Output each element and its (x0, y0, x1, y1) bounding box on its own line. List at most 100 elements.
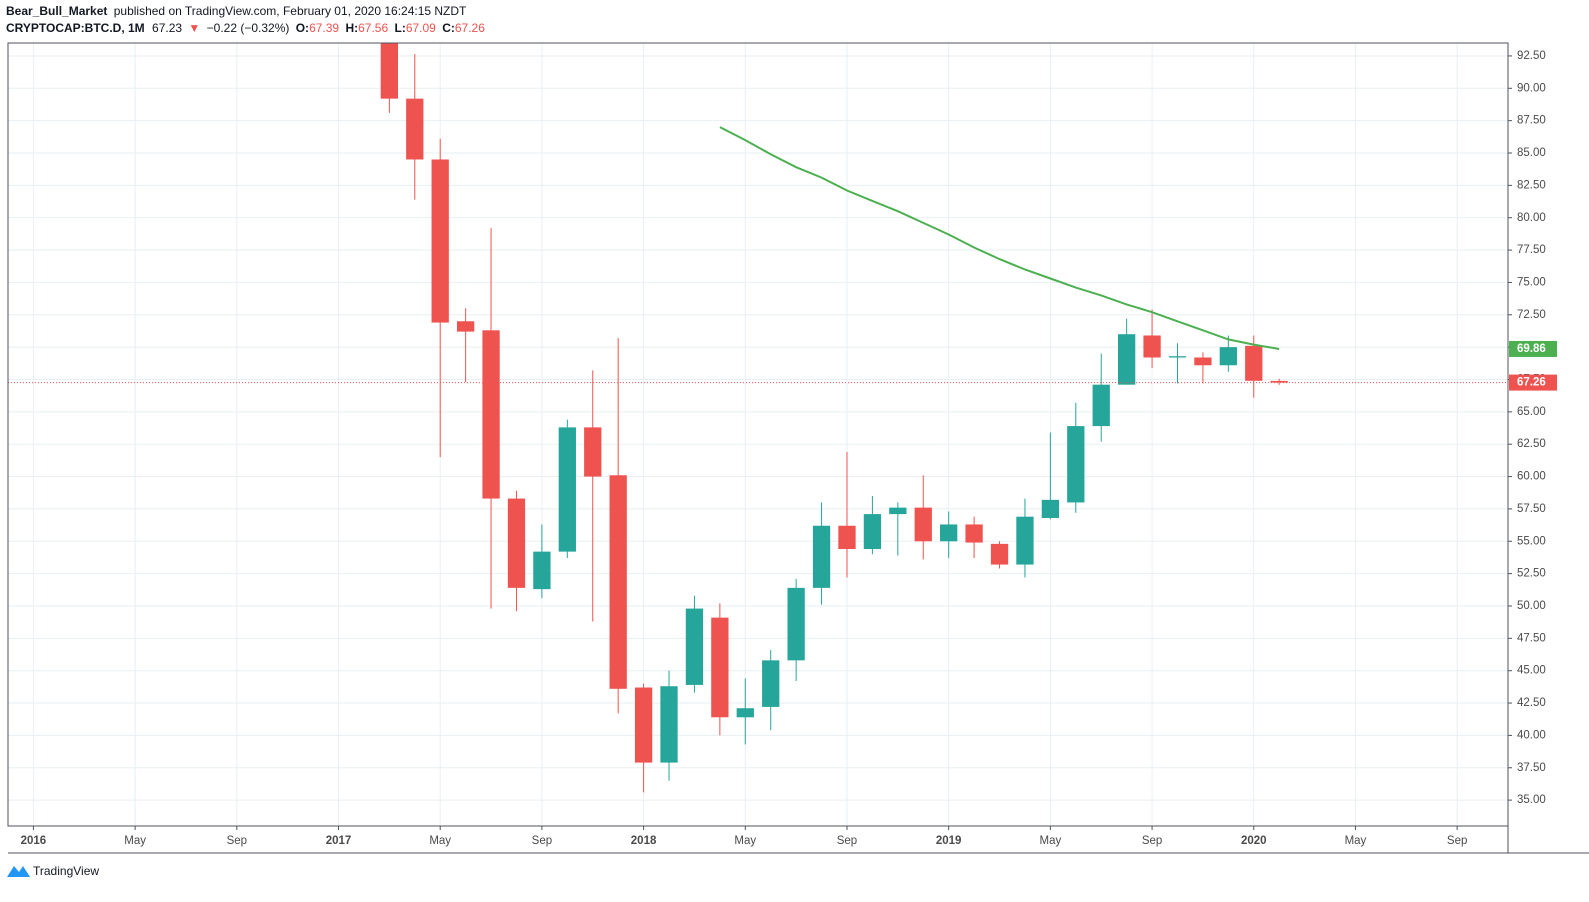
y-tick-label: 77.50 (1517, 244, 1546, 256)
plot (8, 43, 1508, 793)
symbol: CRYPTOCAP:BTC.D, 1M (6, 21, 145, 35)
brand-name: TradingView (33, 864, 99, 878)
x-tick-label: May (1345, 835, 1367, 847)
candle-body (940, 524, 958, 542)
y-tick-label: 87.50 (1517, 115, 1546, 127)
y-tick-label: 75.00 (1517, 276, 1546, 288)
candle-body (1245, 345, 1263, 381)
down-arrow: ▼ (188, 21, 200, 35)
x-tick-label: 2017 (326, 835, 352, 847)
last-price-tag (1509, 374, 1557, 391)
published: published on TradingView.com, February 0… (114, 4, 467, 18)
candle-body (889, 507, 907, 515)
x-tick-label: May (1040, 835, 1062, 847)
high-label: H: (345, 21, 358, 35)
y-tick-label: 62.50 (1517, 438, 1546, 450)
candle-body (609, 475, 627, 689)
candle-body (634, 687, 653, 763)
y-tick-label: 42.50 (1517, 697, 1546, 709)
close-value: 67.26 (455, 21, 485, 35)
close-label: C: (442, 21, 455, 35)
y-tick-label: 40.00 (1517, 729, 1546, 741)
candle-body (914, 507, 932, 542)
trend-line (719, 126, 1280, 350)
y-tick-label: 50.00 (1517, 600, 1546, 612)
low-value: 67.09 (406, 21, 436, 35)
x-tick-label: May (124, 835, 146, 847)
open-value: 67.39 (309, 21, 339, 35)
last-value: 67.23 (152, 21, 182, 35)
x-tick-label: 2016 (21, 835, 47, 847)
candle-body (406, 98, 424, 160)
y-tick-label: 52.50 (1517, 568, 1546, 580)
x-tick-label: Sep (837, 835, 857, 847)
x-tick-label: Sep (1447, 835, 1467, 847)
candle-body (1143, 335, 1161, 358)
y-tick-label: 57.50 (1517, 503, 1546, 515)
candle-body (456, 321, 475, 332)
candle-body (380, 43, 398, 99)
candle-body (507, 498, 526, 588)
candle-body (711, 617, 729, 718)
candle-body (762, 660, 780, 707)
y-tick-label: 82.50 (1517, 179, 1546, 191)
candle-body (1168, 356, 1187, 358)
header-line-2: CRYPTOCAP:BTC.D, 1M 67.23 ▼ −0.22 (−0.32… (6, 21, 485, 35)
y-tick-label: 72.50 (1517, 309, 1546, 321)
candle-body (1016, 516, 1034, 565)
axes: 35.00 37.50 40.00 42.50 45.00 47.50 50.00 52.50… (21, 50, 1557, 847)
candle-body (660, 686, 678, 763)
x-tick-label: Sep (532, 835, 552, 847)
candle-body (736, 708, 754, 718)
candle-body (685, 608, 704, 685)
x-tick-label: 2020 (1241, 835, 1267, 847)
candle-body (533, 551, 551, 590)
candle-body (863, 514, 882, 550)
candle-body (812, 525, 831, 588)
y-tick-label: 92.50 (1517, 50, 1546, 62)
candle-body (1270, 380, 1288, 383)
y-tick-label: 55.00 (1517, 535, 1546, 547)
line-value-tag (1509, 340, 1557, 357)
line-value-label: 69.86 (1517, 343, 1546, 355)
candle-body (482, 330, 500, 499)
y-tick-label: 47.50 (1517, 632, 1546, 644)
candle-body (1067, 426, 1085, 503)
y-tick-label: 65.00 (1517, 406, 1546, 418)
y-tick-label: 80.00 (1517, 212, 1546, 224)
candle-body (558, 427, 576, 552)
candle-body (838, 525, 856, 550)
candle-body (1041, 499, 1060, 518)
y-tick-label: 37.50 (1517, 762, 1546, 774)
candle-body (787, 587, 805, 661)
last-price-label: 67.26 (1517, 377, 1546, 389)
x-tick-label: May (734, 835, 756, 847)
y-tick-label: 60.00 (1517, 471, 1546, 483)
plot-border (7, 42, 1509, 827)
high-value: 67.56 (358, 21, 388, 35)
header-line-1: Bear_Bull_Market published on TradingVie… (6, 4, 467, 18)
logo-icon (7, 866, 30, 877)
x-tick-label: Sep (1142, 835, 1162, 847)
y-tick-label: 35.00 (1517, 794, 1546, 806)
y-tick-label: 90.00 (1517, 82, 1546, 94)
candle-body (990, 543, 1009, 565)
open-label: O: (296, 21, 309, 35)
candle-body (1219, 347, 1237, 366)
x-tick-label: 2019 (936, 835, 962, 847)
brand-logo: TradingView (7, 864, 99, 878)
x-tick-label: 2018 (631, 835, 657, 847)
x-tick-label: Sep (227, 835, 247, 847)
low-label: L: (394, 21, 405, 35)
y-tick-label: 85.00 (1517, 147, 1546, 159)
y-tick-label: 45.00 (1517, 665, 1546, 677)
candle-body (431, 159, 449, 323)
candle-body (1194, 357, 1212, 366)
candle-body (1092, 384, 1110, 427)
candle-body (584, 427, 602, 477)
author: Bear_Bull_Market (6, 4, 107, 18)
candle-body (1118, 334, 1136, 385)
x-tick-label: May (429, 835, 451, 847)
